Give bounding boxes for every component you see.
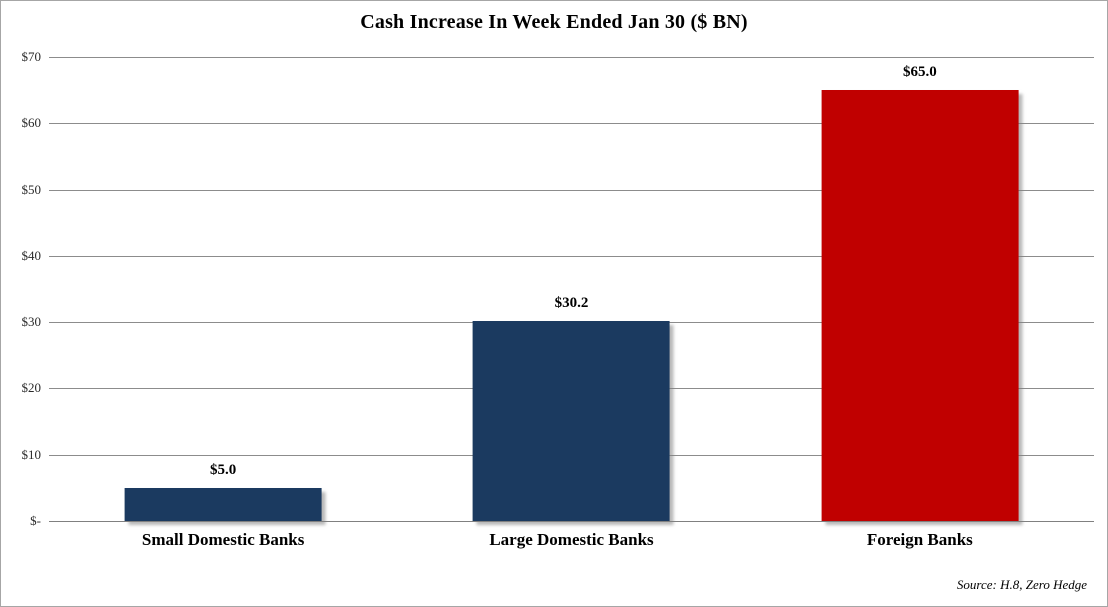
y-tick-label: $60 (21, 115, 42, 131)
bar-slot: $5.0 (49, 57, 397, 521)
gridline (49, 123, 1094, 125)
bar (473, 320, 670, 521)
x-axis-line (49, 521, 1094, 522)
bar (124, 487, 322, 521)
bar-value-label: $30.2 (554, 294, 589, 311)
y-tick-label: $20 (21, 380, 42, 396)
plot-area: $- $10 $20 $30 $40 $50 $60 $70 $5.0 Small Domesti… (22, 49, 1094, 549)
y-tick-label: $10 (21, 446, 42, 462)
y-tick-label: $50 (21, 181, 42, 197)
bar-value-label: $65.0 (902, 64, 937, 81)
chart-title: Cash Increase In Week Ended Jan 30 ($ BN… (360, 11, 748, 33)
gridline (49, 189, 1094, 191)
gridline (49, 255, 1094, 257)
category-label: Foreign Banks (866, 530, 973, 549)
source-note: Source: H.8, Zero Hedge (956, 577, 1087, 592)
bar-slot: $65.0 (746, 57, 1094, 521)
y-tick-label: $70 (21, 49, 42, 64)
category-label: Small Domestic Banks (141, 530, 305, 549)
y-tick-label: $- (30, 513, 41, 528)
bar-value-label: $5.0 (210, 461, 237, 478)
y-tick-label: $40 (21, 247, 42, 263)
bar (821, 90, 1019, 521)
category-label: Large Domestic Banks (489, 530, 654, 549)
gridline (49, 57, 1094, 58)
y-tick-label: $30 (21, 314, 42, 330)
bar-slot: $30.2 (397, 57, 745, 521)
